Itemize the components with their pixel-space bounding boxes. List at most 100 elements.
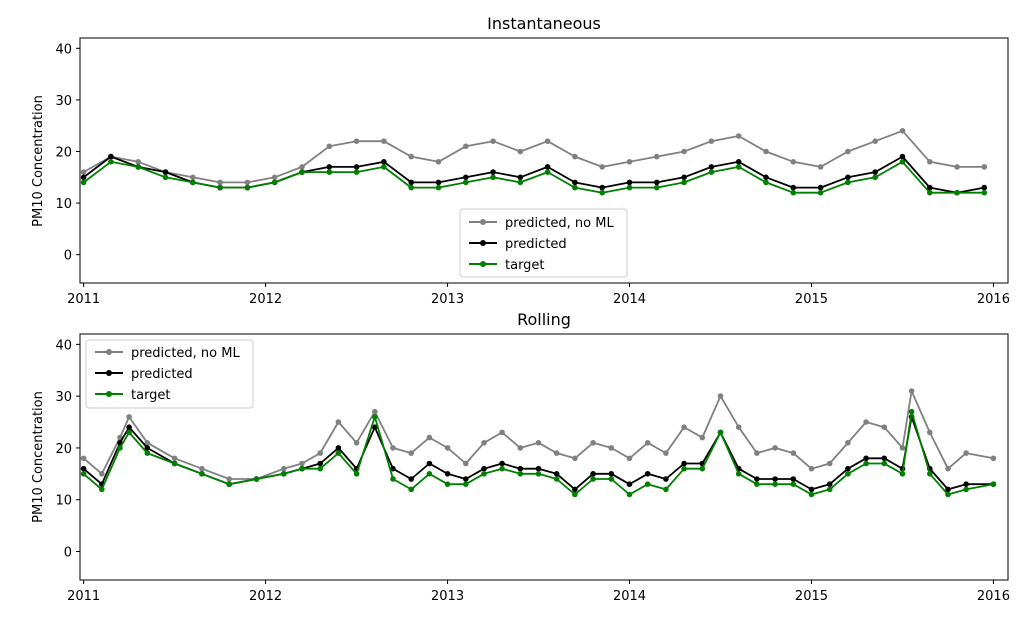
data-point — [244, 184, 251, 191]
chart-title: Rolling — [517, 310, 571, 329]
data-point — [317, 450, 324, 456]
data-point — [945, 465, 951, 472]
data-point — [717, 429, 724, 436]
series-line-predicted-no-ml — [83, 129, 985, 184]
data-point — [517, 148, 524, 155]
data-point — [626, 455, 633, 462]
data-point — [899, 471, 906, 477]
data-point — [372, 408, 378, 415]
legend-marker-target — [106, 391, 112, 397]
data-point — [845, 440, 851, 446]
data-point — [80, 169, 87, 175]
data-point — [217, 179, 223, 186]
data-point — [754, 450, 760, 456]
data-point — [481, 465, 487, 472]
data-point — [626, 481, 633, 488]
data-point — [80, 471, 87, 477]
data-point — [535, 471, 542, 477]
data-point — [444, 445, 451, 451]
data-point — [190, 179, 196, 186]
data-point — [754, 476, 760, 482]
data-point — [590, 476, 596, 482]
series-line-target — [83, 410, 994, 496]
data-point — [162, 169, 169, 175]
data-point — [271, 174, 278, 181]
data-point — [553, 450, 560, 456]
data-point — [381, 159, 387, 165]
data-point — [517, 445, 524, 451]
data-point — [872, 169, 878, 175]
data-point — [544, 138, 551, 144]
legend-label-predicted: predicted — [131, 367, 193, 382]
data-point — [171, 460, 178, 467]
data-point — [299, 169, 305, 175]
data-point — [963, 486, 969, 493]
data-point — [353, 169, 360, 175]
data-point — [735, 164, 742, 170]
x-tick-label: 2011 — [67, 589, 100, 604]
data-point — [644, 471, 651, 477]
data-point — [126, 414, 132, 420]
data-point — [135, 164, 141, 170]
data-point — [326, 164, 333, 170]
data-point — [126, 429, 132, 436]
data-point — [699, 434, 706, 441]
data-point — [463, 143, 469, 150]
data-point — [199, 471, 205, 477]
data-point — [790, 450, 797, 456]
data-point — [353, 164, 360, 170]
data-point — [590, 440, 596, 446]
data-point — [162, 174, 169, 181]
data-point — [572, 491, 578, 498]
data-point — [626, 159, 633, 165]
data-point — [426, 434, 433, 441]
data-point — [790, 476, 797, 482]
data-point — [372, 424, 378, 431]
data-point — [872, 138, 878, 144]
data-point — [763, 148, 769, 155]
legend-marker-target — [480, 261, 486, 267]
x-tick-label: 2014 — [613, 292, 646, 307]
data-point — [408, 486, 415, 493]
data-point — [981, 189, 988, 196]
data-point — [144, 440, 151, 446]
data-point — [426, 460, 433, 467]
data-point — [608, 471, 615, 477]
data-point — [435, 159, 442, 165]
data-point — [708, 164, 715, 170]
data-point — [517, 465, 524, 472]
data-point — [863, 460, 869, 467]
data-point — [708, 138, 715, 144]
data-point — [444, 471, 451, 477]
data-point — [790, 189, 797, 196]
data-point — [608, 476, 615, 482]
data-point — [626, 179, 633, 186]
y-ticks: 0 10 20 30 40 — [55, 338, 80, 561]
data-point — [826, 481, 833, 488]
data-point — [790, 481, 797, 488]
x-ticks: 2011 2012 2013 2014 2015 2016 — [67, 580, 1010, 604]
data-point — [553, 476, 560, 482]
data-point — [190, 174, 196, 181]
y-axis-label: PM10 Concentration — [31, 95, 46, 227]
data-point — [845, 465, 851, 472]
data-point — [381, 164, 387, 170]
data-point — [699, 465, 706, 472]
data-point — [981, 164, 988, 170]
data-point — [572, 486, 578, 493]
data-point — [199, 465, 205, 472]
data-point — [772, 445, 778, 451]
data-point — [80, 465, 87, 472]
data-point — [845, 174, 851, 181]
x-tick-label: 2012 — [249, 292, 282, 307]
series-predicted-no-ml — [80, 128, 988, 186]
instantaneous-chart: Instantaneous PM10 Concentration 0 10 20 30… — [31, 14, 1010, 307]
legend-label-predicted-no-ml: predicted, no ML — [505, 216, 614, 231]
data-point — [463, 476, 469, 482]
y-tick-label: 40 — [55, 42, 72, 57]
data-point — [463, 481, 469, 488]
data-point — [590, 471, 596, 477]
data-point — [499, 460, 505, 467]
data-point — [881, 455, 888, 462]
data-point — [927, 471, 933, 477]
